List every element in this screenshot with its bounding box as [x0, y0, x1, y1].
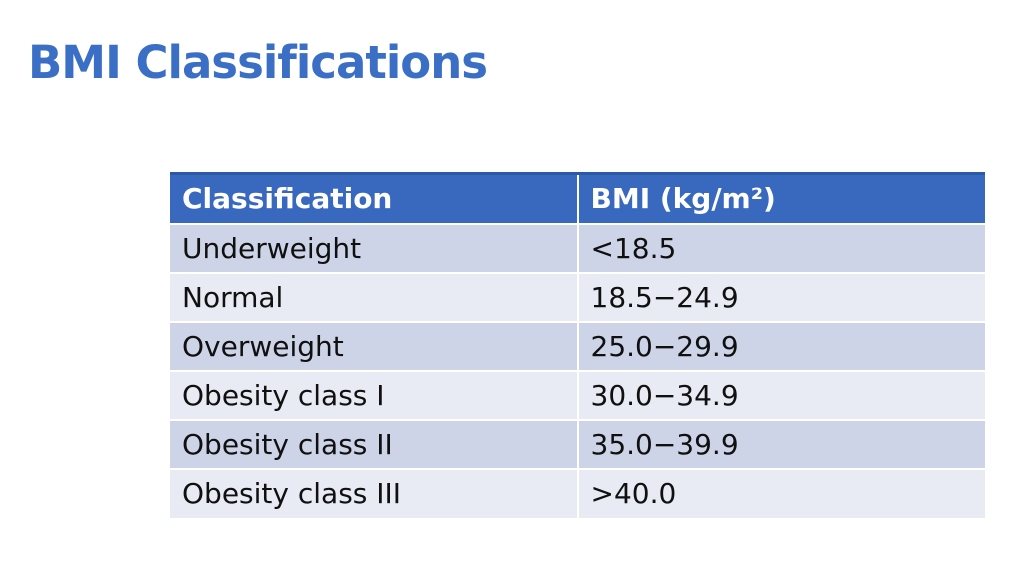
cell-bmi-range: >40.0 [576, 467, 985, 518]
column-header-classification: Classification [170, 172, 579, 225]
table-row-obesity-class-1: Obesity class I 30.0−34.9 [170, 369, 985, 421]
cell-classification: Normal [170, 271, 579, 323]
cell-classification: Obesity class I [170, 369, 579, 421]
cell-bmi-range: 18.5−24.9 [576, 271, 985, 323]
table-row-normal: Normal 18.5−24.9 [170, 271, 985, 323]
column-header-bmi: BMI (kg/m²) [576, 172, 985, 225]
bmi-classification-table: Classification BMI (kg/m²) Underweight <… [170, 172, 985, 518]
cell-bmi-range: 35.0−39.9 [576, 418, 985, 470]
cell-bmi-range: <18.5 [576, 222, 985, 274]
cell-classification: Obesity class II [170, 418, 579, 470]
cell-classification: Overweight [170, 320, 579, 372]
slide-title: BMI Classifications [28, 36, 488, 89]
cell-bmi-range: 30.0−34.9 [576, 369, 985, 421]
cell-classification: Underweight [170, 222, 579, 274]
table-row-obesity-class-2: Obesity class II 35.0−39.9 [170, 418, 985, 470]
table-row-underweight: Underweight <18.5 [170, 222, 985, 274]
cell-bmi-range: 25.0−29.9 [576, 320, 985, 372]
cell-classification: Obesity class III [170, 467, 579, 518]
table-row-overweight: Overweight 25.0−29.9 [170, 320, 985, 372]
table-row-obesity-class-3: Obesity class III >40.0 [170, 467, 985, 518]
table-header-row: Classification BMI (kg/m²) [170, 172, 985, 225]
